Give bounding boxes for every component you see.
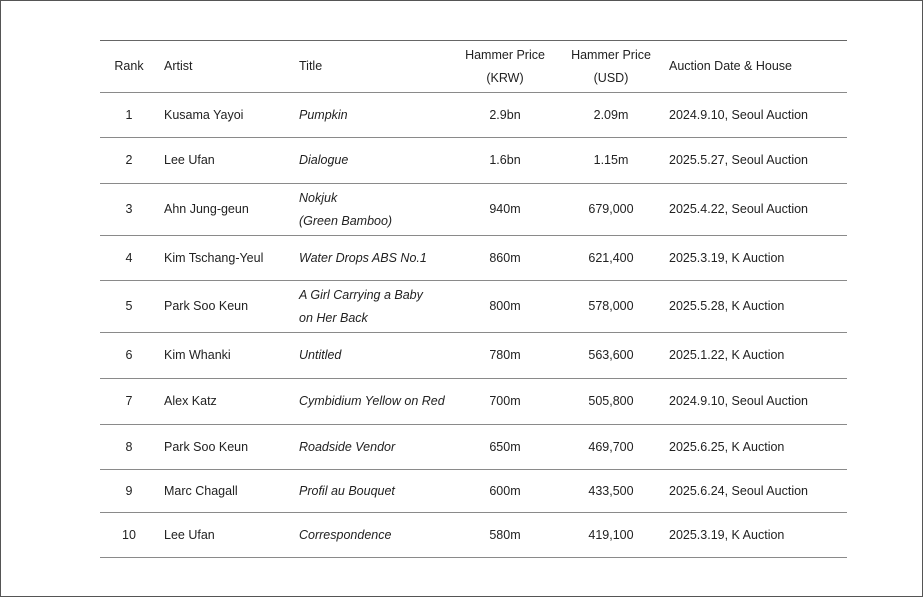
table-cell: 505,800	[555, 378, 667, 425]
column-header: Hammer Price (KRW)	[455, 40, 555, 93]
table-cell: 6	[100, 332, 158, 379]
table-cell: Water Drops ABS No.1	[293, 235, 455, 281]
table-cell: 621,400	[555, 235, 667, 281]
table-cell: Lee Ufan	[158, 512, 293, 558]
table-cell: 2.9bn	[455, 92, 555, 138]
table-cell: 580m	[455, 512, 555, 558]
table-cell: Profil au Bouquet	[293, 469, 455, 513]
table-row: 7 Alex Katz Cymbidium Yellow on Red 700m 505…	[100, 378, 847, 425]
table-cell: Untitled	[293, 332, 455, 379]
table-cell: Cymbidium Yellow on Red	[293, 378, 455, 425]
table-body: 1 Kusama Yayoi Pumpkin 2.9bn 2.09m 2024.9.10,…	[100, 92, 847, 558]
table-cell: 2025.3.19, K Auction	[667, 512, 847, 558]
table-cell: A Girl Carrying a Baby on Her Back	[293, 280, 455, 333]
table-cell: 433,500	[555, 469, 667, 513]
table-cell: Marc Chagall	[158, 469, 293, 513]
table-row: 10 Lee Ufan Correspondence 580m 419,100 2025.…	[100, 512, 847, 558]
table-cell: 2025.4.22, Seoul Auction	[667, 183, 847, 236]
table-cell: 679,000	[555, 183, 667, 236]
table-cell: 2025.6.25, K Auction	[667, 424, 847, 470]
table-cell: 800m	[455, 280, 555, 333]
table-cell: 2.09m	[555, 92, 667, 138]
table-cell: 2	[100, 137, 158, 184]
column-header: Title	[293, 40, 455, 93]
table-cell: 1.6bn	[455, 137, 555, 184]
table-cell: 2025.6.24, Seoul Auction	[667, 469, 847, 513]
table-cell: Ahn Jung-geun	[158, 183, 293, 236]
table-cell: 600m	[455, 469, 555, 513]
table-cell: 2025.5.28, K Auction	[667, 280, 847, 333]
table-row: 8 Park Soo Keun Roadside Vendor 650m 469,700…	[100, 424, 847, 470]
table-cell: Alex Katz	[158, 378, 293, 425]
table-row: 3 Ahn Jung-geun Nokjuk (Green Bamboo) 940m 6…	[100, 183, 847, 236]
column-header: Hammer Price (USD)	[555, 40, 667, 93]
table-cell: Kusama Yayoi	[158, 92, 293, 138]
table-cell: 9	[100, 469, 158, 513]
table-cell: Kim Whanki	[158, 332, 293, 379]
table-row: 6 Kim Whanki Untitled 780m 563,600 2025.1.22,…	[100, 332, 847, 379]
table-cell: 10	[100, 512, 158, 558]
table-cell: 780m	[455, 332, 555, 379]
table-cell: Kim Tschang-Yeul	[158, 235, 293, 281]
table-cell: 2024.9.10, Seoul Auction	[667, 378, 847, 425]
table-cell: 940m	[455, 183, 555, 236]
table-cell: 860m	[455, 235, 555, 281]
table-cell: 5	[100, 280, 158, 333]
table-cell: 419,100	[555, 512, 667, 558]
table-row: 1 Kusama Yayoi Pumpkin 2.9bn 2.09m 2024.9.10,…	[100, 92, 847, 138]
table-row: 9 Marc Chagall Profil au Bouquet 600m 433,50…	[100, 469, 847, 513]
header-row: Rank Artist Title Hammer Price (KRW) Hammer …	[100, 40, 847, 93]
table-row: 4 Kim Tschang-Yeul Water Drops ABS No.1 860…	[100, 235, 847, 281]
table-cell: Park Soo Keun	[158, 280, 293, 333]
table-cell: Nokjuk (Green Bamboo)	[293, 183, 455, 236]
table-cell: 578,000	[555, 280, 667, 333]
table-cell: 2025.1.22, K Auction	[667, 332, 847, 379]
table-cell: Park Soo Keun	[158, 424, 293, 470]
column-header: Auction Date & House	[667, 40, 847, 93]
table-cell: Correspondence	[293, 512, 455, 558]
table-cell: 1.15m	[555, 137, 667, 184]
table-cell: Roadside Vendor	[293, 424, 455, 470]
column-header: Artist	[158, 40, 293, 93]
table-cell: 2025.3.19, K Auction	[667, 235, 847, 281]
table-header: Rank Artist Title Hammer Price (KRW) Hammer …	[100, 40, 847, 93]
column-header: Rank	[100, 40, 158, 93]
table-cell: 700m	[455, 378, 555, 425]
table-cell: 4	[100, 235, 158, 281]
table-cell: 3	[100, 183, 158, 236]
table-cell: 8	[100, 424, 158, 470]
table-row: 5 Park Soo Keun A Girl Carrying a Baby on …	[100, 280, 847, 333]
table-cell: 7	[100, 378, 158, 425]
table-cell: 469,700	[555, 424, 667, 470]
table-cell: 2024.9.10, Seoul Auction	[667, 92, 847, 138]
auction-table: Rank Artist Title Hammer Price (KRW) Hammer …	[100, 40, 847, 558]
table-cell: Pumpkin	[293, 92, 455, 138]
table-cell: 650m	[455, 424, 555, 470]
table-cell: Lee Ufan	[158, 137, 293, 184]
table-cell: Dialogue	[293, 137, 455, 184]
table-cell: 2025.5.27, Seoul Auction	[667, 137, 847, 184]
table-row: 2 Lee Ufan Dialogue 1.6bn 1.15m 2025.5.27, Se…	[100, 137, 847, 184]
table-cell: 1	[100, 92, 158, 138]
table-cell: 563,600	[555, 332, 667, 379]
